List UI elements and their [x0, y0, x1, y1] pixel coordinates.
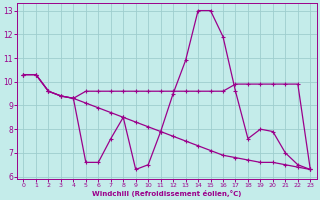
X-axis label: Windchill (Refroidissement éolien,°C): Windchill (Refroidissement éolien,°C) [92, 190, 242, 197]
